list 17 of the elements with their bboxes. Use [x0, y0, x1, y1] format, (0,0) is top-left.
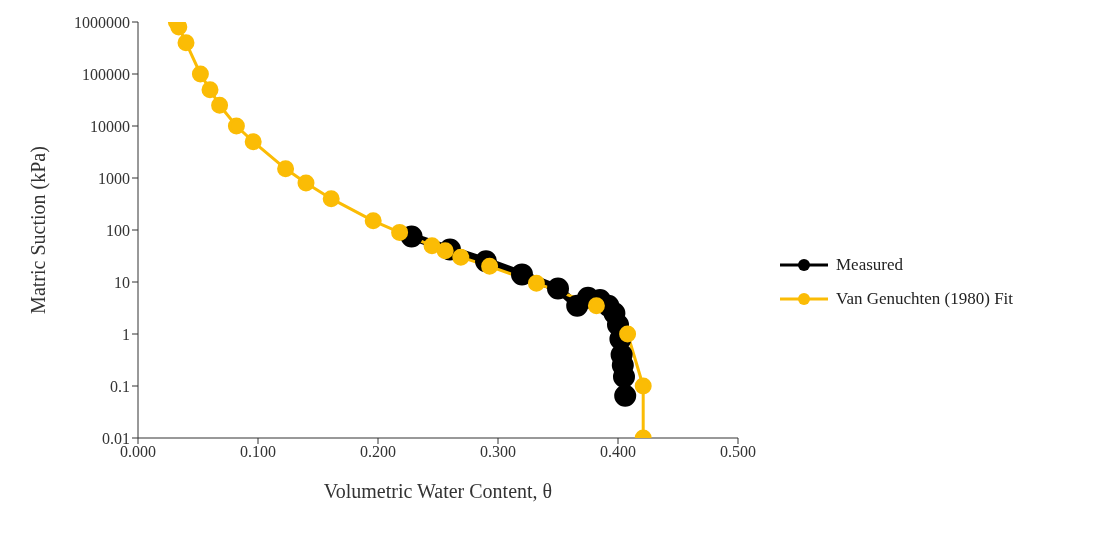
x-tick-label: 0.300	[480, 443, 516, 461]
y-tick-label: 100	[106, 221, 130, 239]
y-axis-title: Matric Suction (kPa)	[27, 146, 51, 314]
y-tick-label: 1000	[98, 169, 130, 187]
y-tick-label: 10	[114, 273, 130, 291]
legend-label: Van Genuchten (1980) Fit	[836, 289, 1014, 309]
y-tick-label: 0.1	[110, 377, 130, 395]
x-tick-label: 0.100	[240, 443, 276, 461]
y-tick-label: 100000	[82, 65, 130, 83]
y-tick-label: 10000	[90, 117, 130, 135]
x-tick-label: 0.400	[600, 443, 636, 461]
x-tick-label: 0.500	[720, 443, 756, 461]
x-tick-label: 0.200	[360, 443, 396, 461]
y-tick-label: 1000000	[74, 13, 130, 31]
x-axis-title: Volumetric Water Content, θ	[323, 480, 553, 502]
y-tick-label: 1	[122, 325, 130, 343]
legend-label: Measured	[836, 255, 904, 275]
